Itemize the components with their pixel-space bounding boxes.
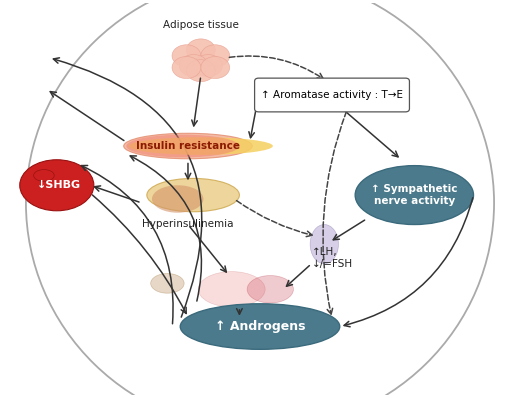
Ellipse shape [180,304,340,349]
Ellipse shape [151,273,184,293]
Ellipse shape [20,160,94,211]
Ellipse shape [198,271,265,307]
Circle shape [179,55,208,76]
Text: ↑ Sympathetic
nerve activity: ↑ Sympathetic nerve activity [371,184,458,206]
Ellipse shape [147,178,239,212]
Text: ↓SHBG: ↓SHBG [37,180,82,190]
Ellipse shape [152,185,203,213]
Text: ↑ Androgens: ↑ Androgens [215,320,305,333]
Text: Hyperinsulinemia: Hyperinsulinemia [142,219,233,228]
Ellipse shape [34,170,54,181]
Text: Insulin resistance: Insulin resistance [136,141,240,151]
Circle shape [187,39,215,61]
Ellipse shape [126,135,239,157]
Circle shape [193,55,223,76]
Ellipse shape [129,137,273,155]
Ellipse shape [310,224,339,264]
FancyBboxPatch shape [255,78,409,112]
Text: Adipose tissue: Adipose tissue [163,20,239,30]
Circle shape [201,45,230,67]
Ellipse shape [355,166,474,224]
Ellipse shape [124,133,252,159]
Circle shape [172,45,201,67]
Ellipse shape [247,275,293,303]
Text: ↑LH,
↓/=FSH: ↑LH, ↓/=FSH [311,247,353,269]
Circle shape [172,57,201,78]
Circle shape [201,57,230,78]
Circle shape [187,60,215,82]
Text: ↑ Aromatase activity : T→E: ↑ Aromatase activity : T→E [261,90,403,100]
